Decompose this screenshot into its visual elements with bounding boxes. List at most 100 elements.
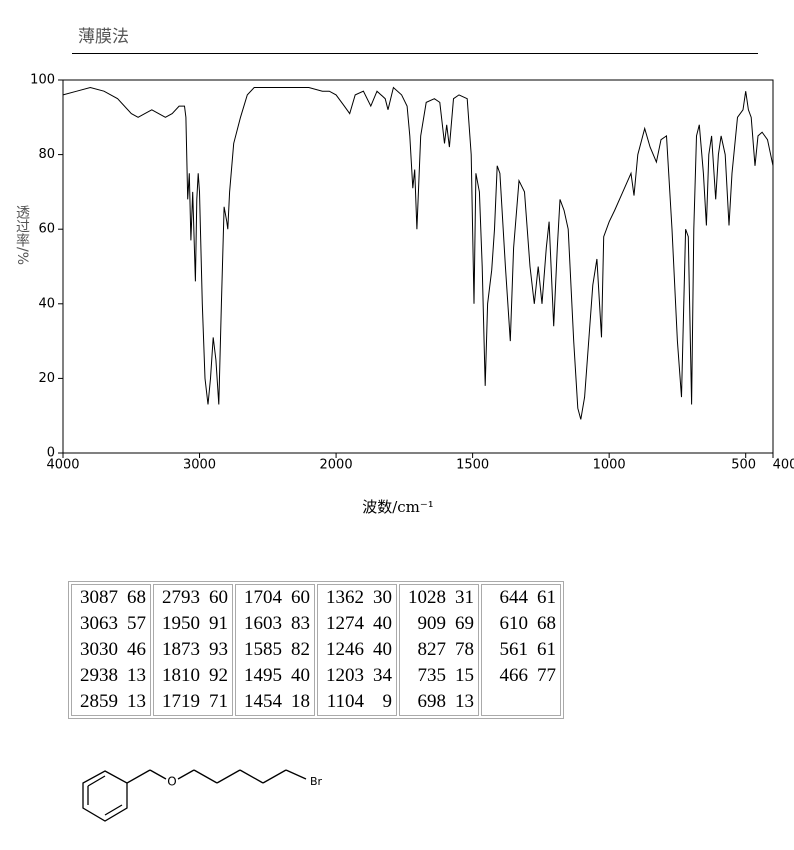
peak-entry: 3087 68 xyxy=(76,585,146,611)
peak-entry: 1873 93 xyxy=(158,637,228,663)
transmittance: 71 xyxy=(209,691,228,712)
transmittance: 83 xyxy=(291,613,310,634)
peak-entry: 466 77 xyxy=(486,663,557,689)
transmittance: 18 xyxy=(291,691,310,712)
chart: 波数/cm⁻¹ 透过率/% 0 20 40 60 80 100 4000 3000 2000 15… xyxy=(14,73,794,517)
transmittance: 93 xyxy=(209,639,228,660)
wavenumber: 735 xyxy=(417,665,447,686)
transmittance: 40 xyxy=(373,613,392,634)
wavenumber: 1246 xyxy=(326,639,364,660)
y-tick-label: 0 xyxy=(47,446,55,461)
x-tick-label: 500 xyxy=(731,458,756,473)
transmittance: 60 xyxy=(291,587,310,608)
wavenumber: 1454 xyxy=(244,691,282,712)
table-cell: 2793 60 1950 91 1873 93 1810 92 1719 71 xyxy=(153,584,233,716)
spectrum-line xyxy=(62,86,774,420)
wavenumber: 1873 xyxy=(162,639,200,660)
x-tick-label: 4000 xyxy=(46,458,79,473)
wavenumber: 3087 xyxy=(80,587,118,608)
wavenumber: 2859 xyxy=(80,691,118,712)
table-cell: 1362 30 1274 40 1246 40 1203 34 1104 9 xyxy=(317,584,397,716)
transmittance: 30 xyxy=(373,587,392,608)
peak-entry: 561 61 xyxy=(486,637,557,663)
peak-entry: 1028 31 xyxy=(404,585,474,611)
wavenumber: 610 xyxy=(499,613,529,634)
table-cell: 3087 68 3063 57 3030 46 2938 13 2859 13 xyxy=(71,584,151,716)
wavenumber: 3030 xyxy=(80,639,118,660)
wavenumber: 1274 xyxy=(326,613,364,634)
transmittance: 9 xyxy=(382,691,393,712)
y-tick-label: 60 xyxy=(38,222,55,237)
peak-entry: 698 13 xyxy=(404,689,475,715)
y-axis-label: 透过率/% xyxy=(14,205,30,265)
transmittance: 13 xyxy=(127,665,146,686)
wavenumber: 466 xyxy=(499,665,529,686)
peak-entry: 1203 34 xyxy=(322,663,392,689)
wavenumber: 1495 xyxy=(244,665,282,686)
peak-entry: 1719 71 xyxy=(158,689,228,715)
wavenumber: 2938 xyxy=(80,665,118,686)
x-tick-label: 400 xyxy=(773,458,794,473)
divider xyxy=(72,53,758,54)
y-tick-label: 80 xyxy=(38,147,55,162)
wavenumber: 827 xyxy=(417,639,447,660)
peak-entry: 735 15 xyxy=(404,663,475,689)
transmittance: 91 xyxy=(209,613,228,634)
peak-entry: 3063 57 xyxy=(76,611,146,637)
wavenumber: 1585 xyxy=(244,639,282,660)
x-axis-label: 波数/cm⁻¹ xyxy=(362,498,434,516)
title: 薄膜法 xyxy=(78,27,129,47)
peak-entry: 2938 13 xyxy=(76,663,146,689)
transmittance: 40 xyxy=(291,665,310,686)
peak-entry: 2859 13 xyxy=(76,689,146,715)
transmittance: 69 xyxy=(455,613,474,634)
peak-entry: 909 69 xyxy=(404,611,475,637)
x-tick-label: 3000 xyxy=(183,458,216,473)
peak-entry: 827 78 xyxy=(404,637,475,663)
wavenumber: 1028 xyxy=(408,587,446,608)
peak-entry: 1585 82 xyxy=(240,637,310,663)
peak-entry: 1810 92 xyxy=(158,663,228,689)
molecule-bonds xyxy=(82,769,307,822)
atom-label: O xyxy=(167,775,176,789)
wavenumber: 1704 xyxy=(244,587,282,608)
structure: O Br xyxy=(82,769,323,822)
y-tick-label: 40 xyxy=(38,296,55,311)
peak-entry: 644 61 xyxy=(486,585,557,611)
peak-entry: 2793 60 xyxy=(158,585,228,611)
table-cell: 1704 60 1603 83 1585 82 1495 40 1454 18 xyxy=(235,584,315,716)
transmittance: 77 xyxy=(537,665,556,686)
wavenumber: 3063 xyxy=(80,613,118,634)
wavenumber: 1950 xyxy=(162,613,200,634)
transmittance: 68 xyxy=(537,613,556,634)
wavenumber: 1719 xyxy=(162,691,200,712)
wavenumber: 1104 xyxy=(326,691,364,712)
transmittance: 57 xyxy=(127,613,146,634)
atom-label: Br xyxy=(310,775,323,788)
transmittance: 15 xyxy=(455,665,474,686)
transmittance: 82 xyxy=(291,639,310,660)
wavenumber: 698 xyxy=(417,691,447,712)
wavenumber: 2793 xyxy=(162,587,200,608)
x-tick-label: 2000 xyxy=(320,458,353,473)
x-tick-label: 1000 xyxy=(593,458,626,473)
transmittance: 13 xyxy=(127,691,146,712)
peak-entry: 1950 91 xyxy=(158,611,228,637)
peak-entry: 1362 30 xyxy=(322,585,392,611)
peak-entry: 3030 46 xyxy=(76,637,146,663)
table-cell: 644 61 610 68 561 61 466 77 xyxy=(481,584,561,716)
transmittance: 78 xyxy=(455,639,474,660)
table-cell: 1028 31 909 69 827 78 735 15 698 13 xyxy=(399,584,479,716)
peak-entry: 1454 18 xyxy=(240,689,310,715)
peak-entry: 1104 9 xyxy=(322,689,392,715)
transmittance: 61 xyxy=(537,639,556,660)
transmittance: 34 xyxy=(373,665,392,686)
transmittance: 46 xyxy=(127,639,146,660)
wavenumber: 909 xyxy=(417,613,447,634)
transmittance: 68 xyxy=(127,587,146,608)
transmittance: 40 xyxy=(373,639,392,660)
wavenumber: 1603 xyxy=(244,613,282,634)
wavenumber: 561 xyxy=(499,639,529,660)
table-row: 3087 68 3063 57 3030 46 2938 13 2859 13 2793 60 1950… xyxy=(71,584,561,716)
transmittance: 13 xyxy=(455,691,474,712)
